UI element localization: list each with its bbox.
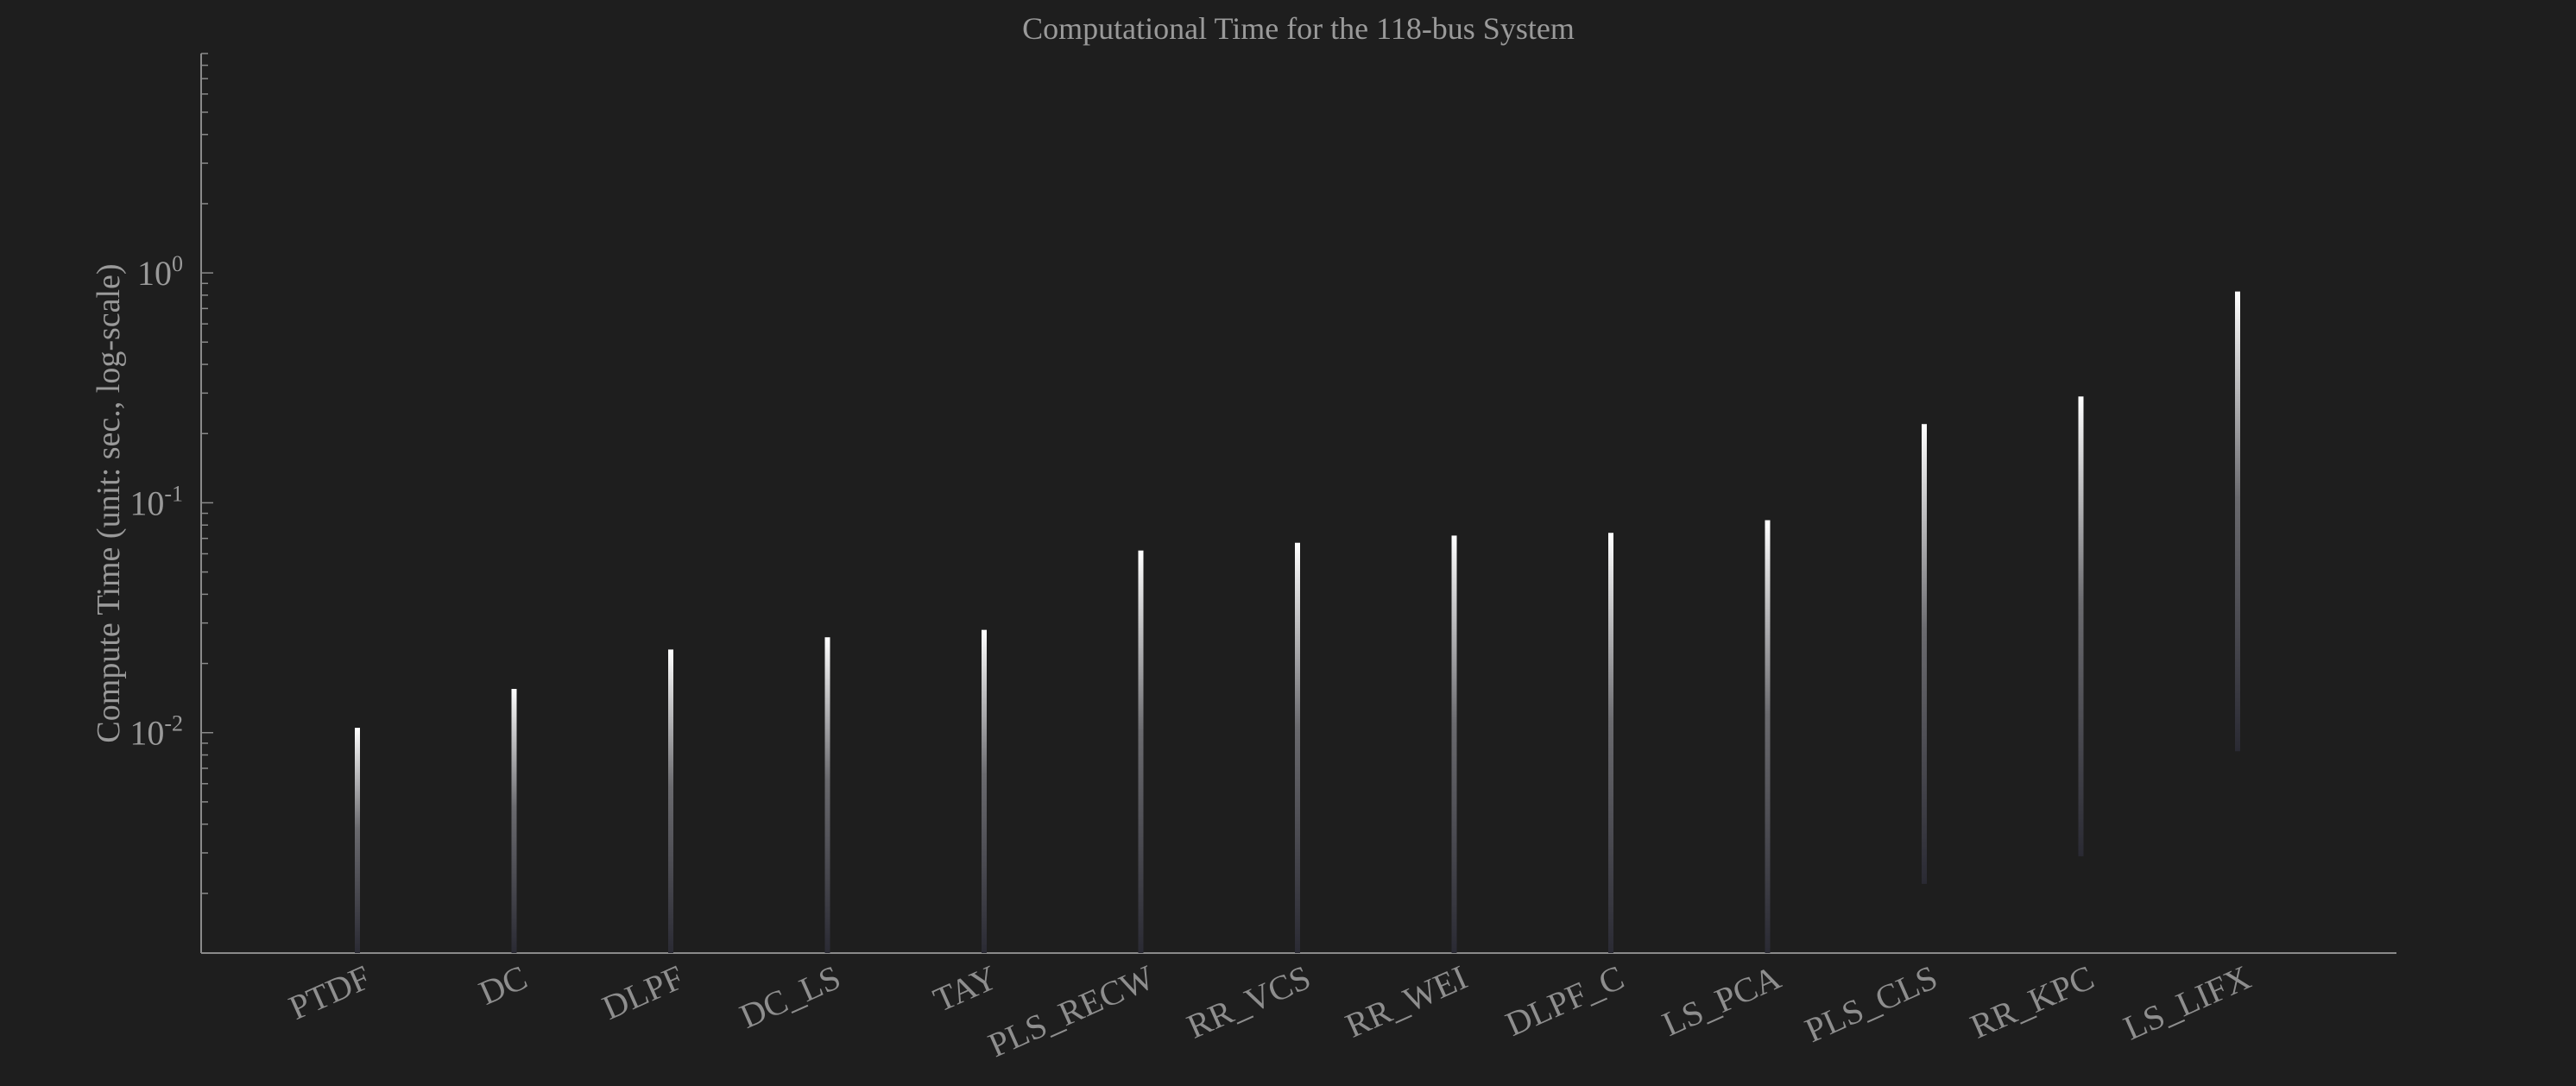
- y-tick-label: 10-1: [129, 481, 183, 522]
- bar-dc: [511, 689, 517, 953]
- bar-dc-ls: [824, 637, 830, 953]
- x-tick-label: DC: [473, 957, 533, 1013]
- bar-dlpf-c: [1608, 533, 1613, 953]
- x-tick-label: DLPF_C: [1500, 957, 1629, 1044]
- bar-rr-vcs: [1295, 542, 1300, 953]
- chart-title: Computational Time for the 118-bus Syste…: [1022, 11, 1575, 46]
- x-tick-label: TAY: [928, 957, 1003, 1020]
- y-tick-label: 100: [137, 251, 183, 293]
- bar-ls-pca: [1765, 520, 1771, 953]
- bar-tay: [982, 629, 987, 953]
- x-tick-label: LS_LIFX: [2118, 957, 2257, 1047]
- x-tick-label: DC_LS: [734, 957, 846, 1036]
- y-ticks: 10-2 10-1 100: [129, 53, 213, 894]
- bar-pls-recw: [1138, 550, 1144, 953]
- y-tick-label: 10-2: [129, 711, 183, 753]
- bar-pls-cls: [1922, 424, 1927, 884]
- x-tick-label: PTDF: [283, 957, 376, 1027]
- x-tick-label: RR_WEI: [1340, 957, 1473, 1045]
- bar-rr-kpc: [2078, 396, 2084, 856]
- bar-dlpf: [668, 649, 673, 953]
- bars: [355, 291, 2240, 953]
- bar-rr-wei: [1451, 535, 1457, 953]
- x-tick-label: PLS_RECW: [982, 957, 1159, 1064]
- y-axis-label: Compute Time (unit: sec., log-scale): [91, 263, 127, 742]
- x-tick-label: PLS_CLS: [1799, 957, 1943, 1050]
- x-tick-label: RR_KPC: [1965, 957, 2099, 1046]
- x-tick-label: LS_PCA: [1657, 957, 1786, 1044]
- bar-ptdf: [355, 728, 360, 953]
- x-tick-label: DLPF: [597, 957, 690, 1027]
- bar-ls-lifx: [2235, 291, 2240, 752]
- x-tick-label: RR_VCS: [1181, 957, 1316, 1046]
